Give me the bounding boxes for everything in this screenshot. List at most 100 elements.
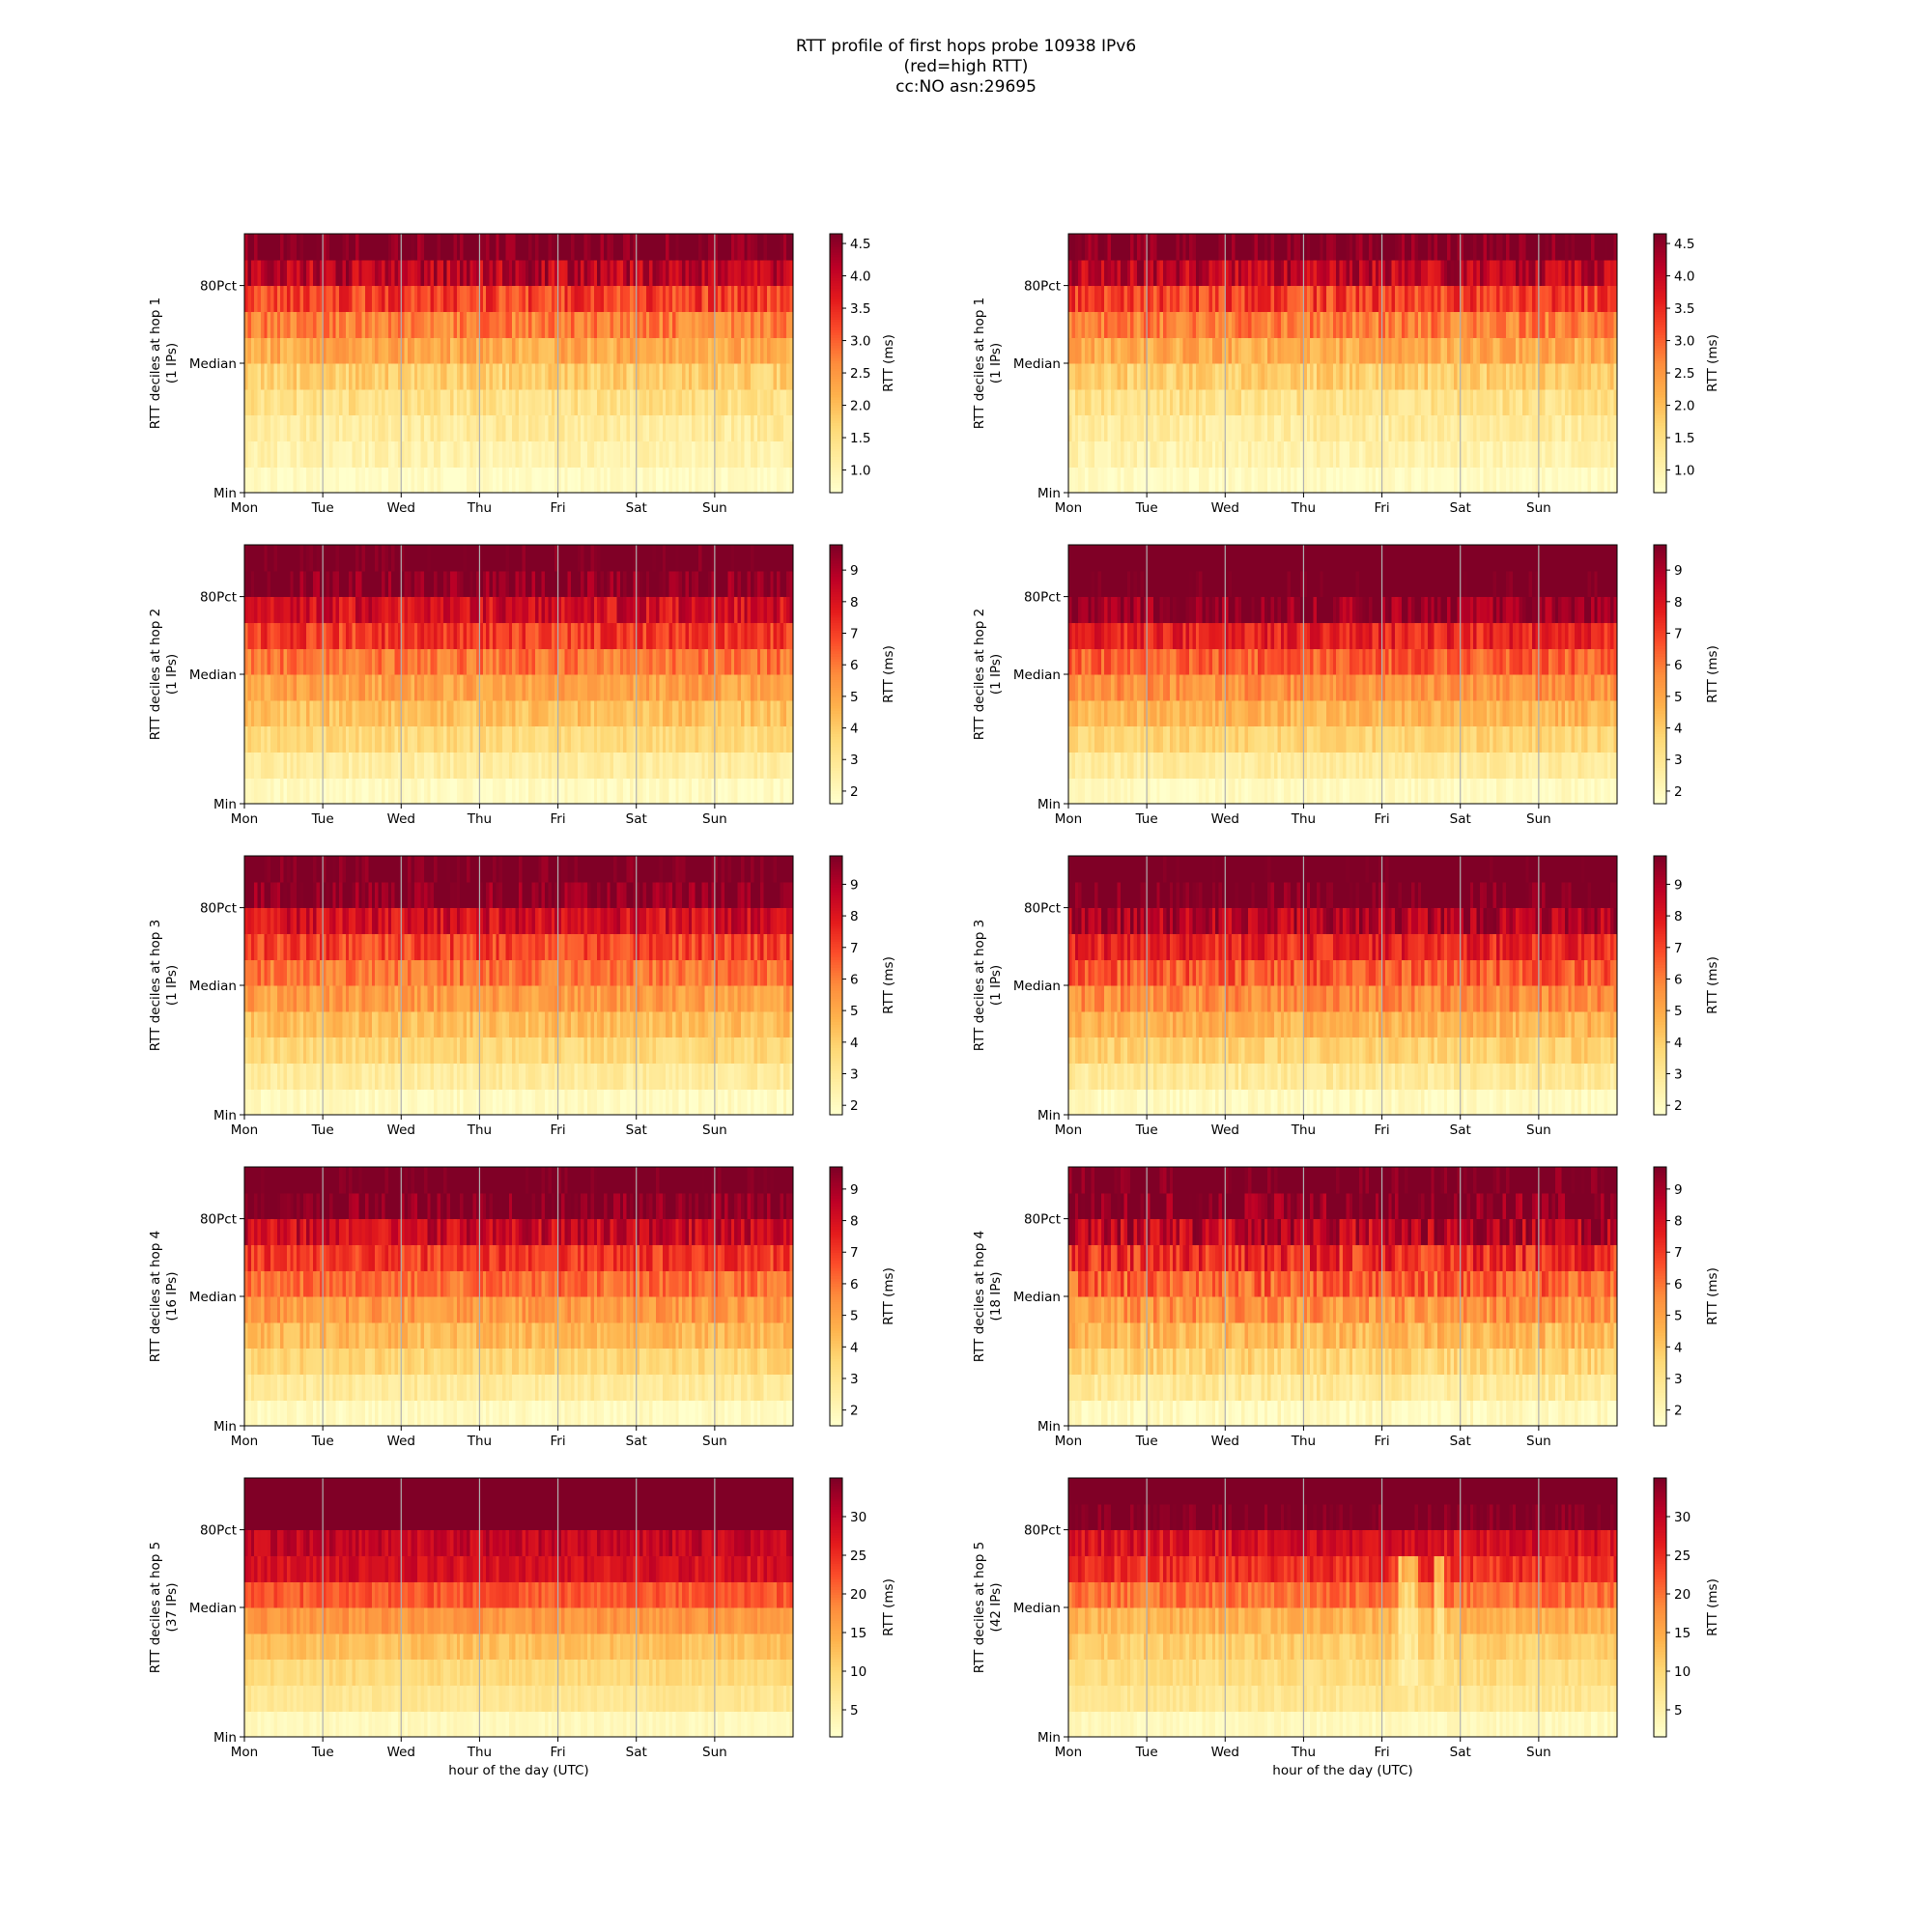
heatmap-cell: [1496, 260, 1500, 286]
heatmap-cell: [329, 363, 333, 389]
heatmap-cell: [1085, 440, 1089, 467]
heatmap-cell: [568, 597, 572, 623]
heatmap-cell: [329, 752, 333, 778]
heatmap-cell: [261, 260, 265, 286]
heatmap-cell: [568, 545, 572, 571]
heatmap-cell: [774, 337, 778, 363]
heatmap-cell: [499, 778, 503, 804]
heatmap-cell: [294, 752, 298, 778]
heatmap-cell: [329, 311, 333, 337]
heatmap-cell: [535, 337, 539, 363]
heatmap-cell: [431, 674, 435, 700]
y-tick-label: Min: [213, 486, 237, 501]
heatmap-cell: [1428, 415, 1432, 441]
heatmap-cell: [568, 726, 572, 753]
heatmap-cell: [294, 674, 298, 700]
heatmap-cell: [604, 440, 608, 467]
heatmap-cell: [1392, 389, 1396, 415]
heatmap-cell: [467, 260, 470, 286]
y-axis-label: RTT deciles at hop 1: [972, 298, 987, 430]
heatmap-cell: [1323, 337, 1327, 363]
heatmap-cell: [568, 571, 572, 597]
heatmap-cell: [1428, 363, 1432, 389]
heatmap-cell: [362, 752, 366, 778]
heatmap-cell: [535, 597, 539, 623]
heatmap-cell: [431, 363, 435, 389]
heatmap-cell: [604, 337, 608, 363]
heatmap-cell: [1392, 260, 1396, 286]
heatmap-cell: [1496, 337, 1500, 363]
colorbar-tick-label: 4.0: [1674, 270, 1694, 285]
heatmap-cell: [362, 467, 366, 493]
heatmap-cell: [329, 337, 333, 363]
heatmap-cell: [568, 234, 572, 260]
heatmap-cell: [1598, 415, 1602, 441]
heatmap-cell: [1118, 467, 1122, 493]
heatmap-cell: [1565, 415, 1569, 441]
heatmap-cell: [294, 440, 298, 467]
heatmap-cell: [431, 545, 435, 571]
heatmap-cell: [1153, 467, 1157, 493]
heatmap-cell: [1323, 363, 1327, 389]
heatmap-cell: [294, 363, 298, 389]
heatmap-cell: [1255, 260, 1259, 286]
heatmap-cell: [261, 674, 265, 700]
heatmap-cell: [705, 234, 709, 260]
heatmap-cell: [261, 389, 265, 415]
heatmap-cell: [1323, 311, 1327, 337]
heatmap-cell: [1118, 363, 1122, 389]
heatmap-cell: [568, 674, 572, 700]
heatmap-cell: [672, 415, 676, 441]
heatmap-cell: [329, 415, 333, 441]
heatmap-cell: [741, 311, 745, 337]
heatmap-cell: [741, 415, 745, 441]
heatmap-cell: [1428, 260, 1432, 286]
colorbar: [830, 234, 842, 494]
heatmap-cell: [1565, 337, 1569, 363]
heatmap-cell: [1428, 389, 1432, 415]
heatmap-cell: [499, 752, 503, 778]
heatmap-cell: [604, 234, 608, 260]
heatmap-cell: [672, 648, 676, 674]
heatmap-cell: [467, 778, 470, 804]
heatmap-cell: [1496, 389, 1500, 415]
heatmap-cell: [261, 467, 265, 493]
heatmap-cell: [1529, 440, 1533, 467]
colorbar-tick-label: 2.5: [1674, 366, 1694, 382]
heatmap-cell: [499, 674, 503, 700]
heatmap-cell: [261, 440, 265, 467]
heatmap-cell: [362, 648, 366, 674]
heatmap-cell: [431, 700, 435, 726]
colorbar: [1654, 234, 1666, 494]
heatmap-cell: [362, 286, 366, 312]
heatmap-cell: [741, 286, 745, 312]
heatmap-cell: [1085, 234, 1089, 260]
heatmap-cell: [705, 311, 709, 337]
heatmap-cell: [672, 467, 676, 493]
heatmap-cell: [672, 571, 676, 597]
heatmap-cell: [672, 440, 676, 467]
x-tick-label: Fri: [1375, 500, 1390, 516]
heatmap-cell: [431, 260, 435, 286]
heatmap-cell: [467, 286, 470, 312]
heatmap-cell: [535, 234, 539, 260]
heatmap-cell: [1598, 389, 1602, 415]
heatmap-cell: [604, 467, 608, 493]
heatmap-cell: [1565, 389, 1569, 415]
heatmap-cell: [741, 467, 745, 493]
heatmap-cell: [741, 389, 745, 415]
colorbar-tick-label: 2.5: [850, 366, 870, 382]
heatmap-cell: [294, 571, 298, 597]
colorbar-tick-label: 4.5: [850, 237, 870, 252]
heatmap-cell: [431, 726, 435, 753]
heatmap-cell: [1118, 389, 1122, 415]
heatmap-cell: [535, 286, 539, 312]
heatmap-cell: [672, 778, 676, 804]
heatmap-cell: [294, 597, 298, 623]
heatmap-cell: [774, 440, 778, 467]
colorbar-tick-label: 1.5: [1674, 431, 1694, 446]
heatmap-cell: [329, 234, 333, 260]
heatmap-cell: [499, 597, 503, 623]
x-tick-label: Wed: [1211, 500, 1239, 516]
